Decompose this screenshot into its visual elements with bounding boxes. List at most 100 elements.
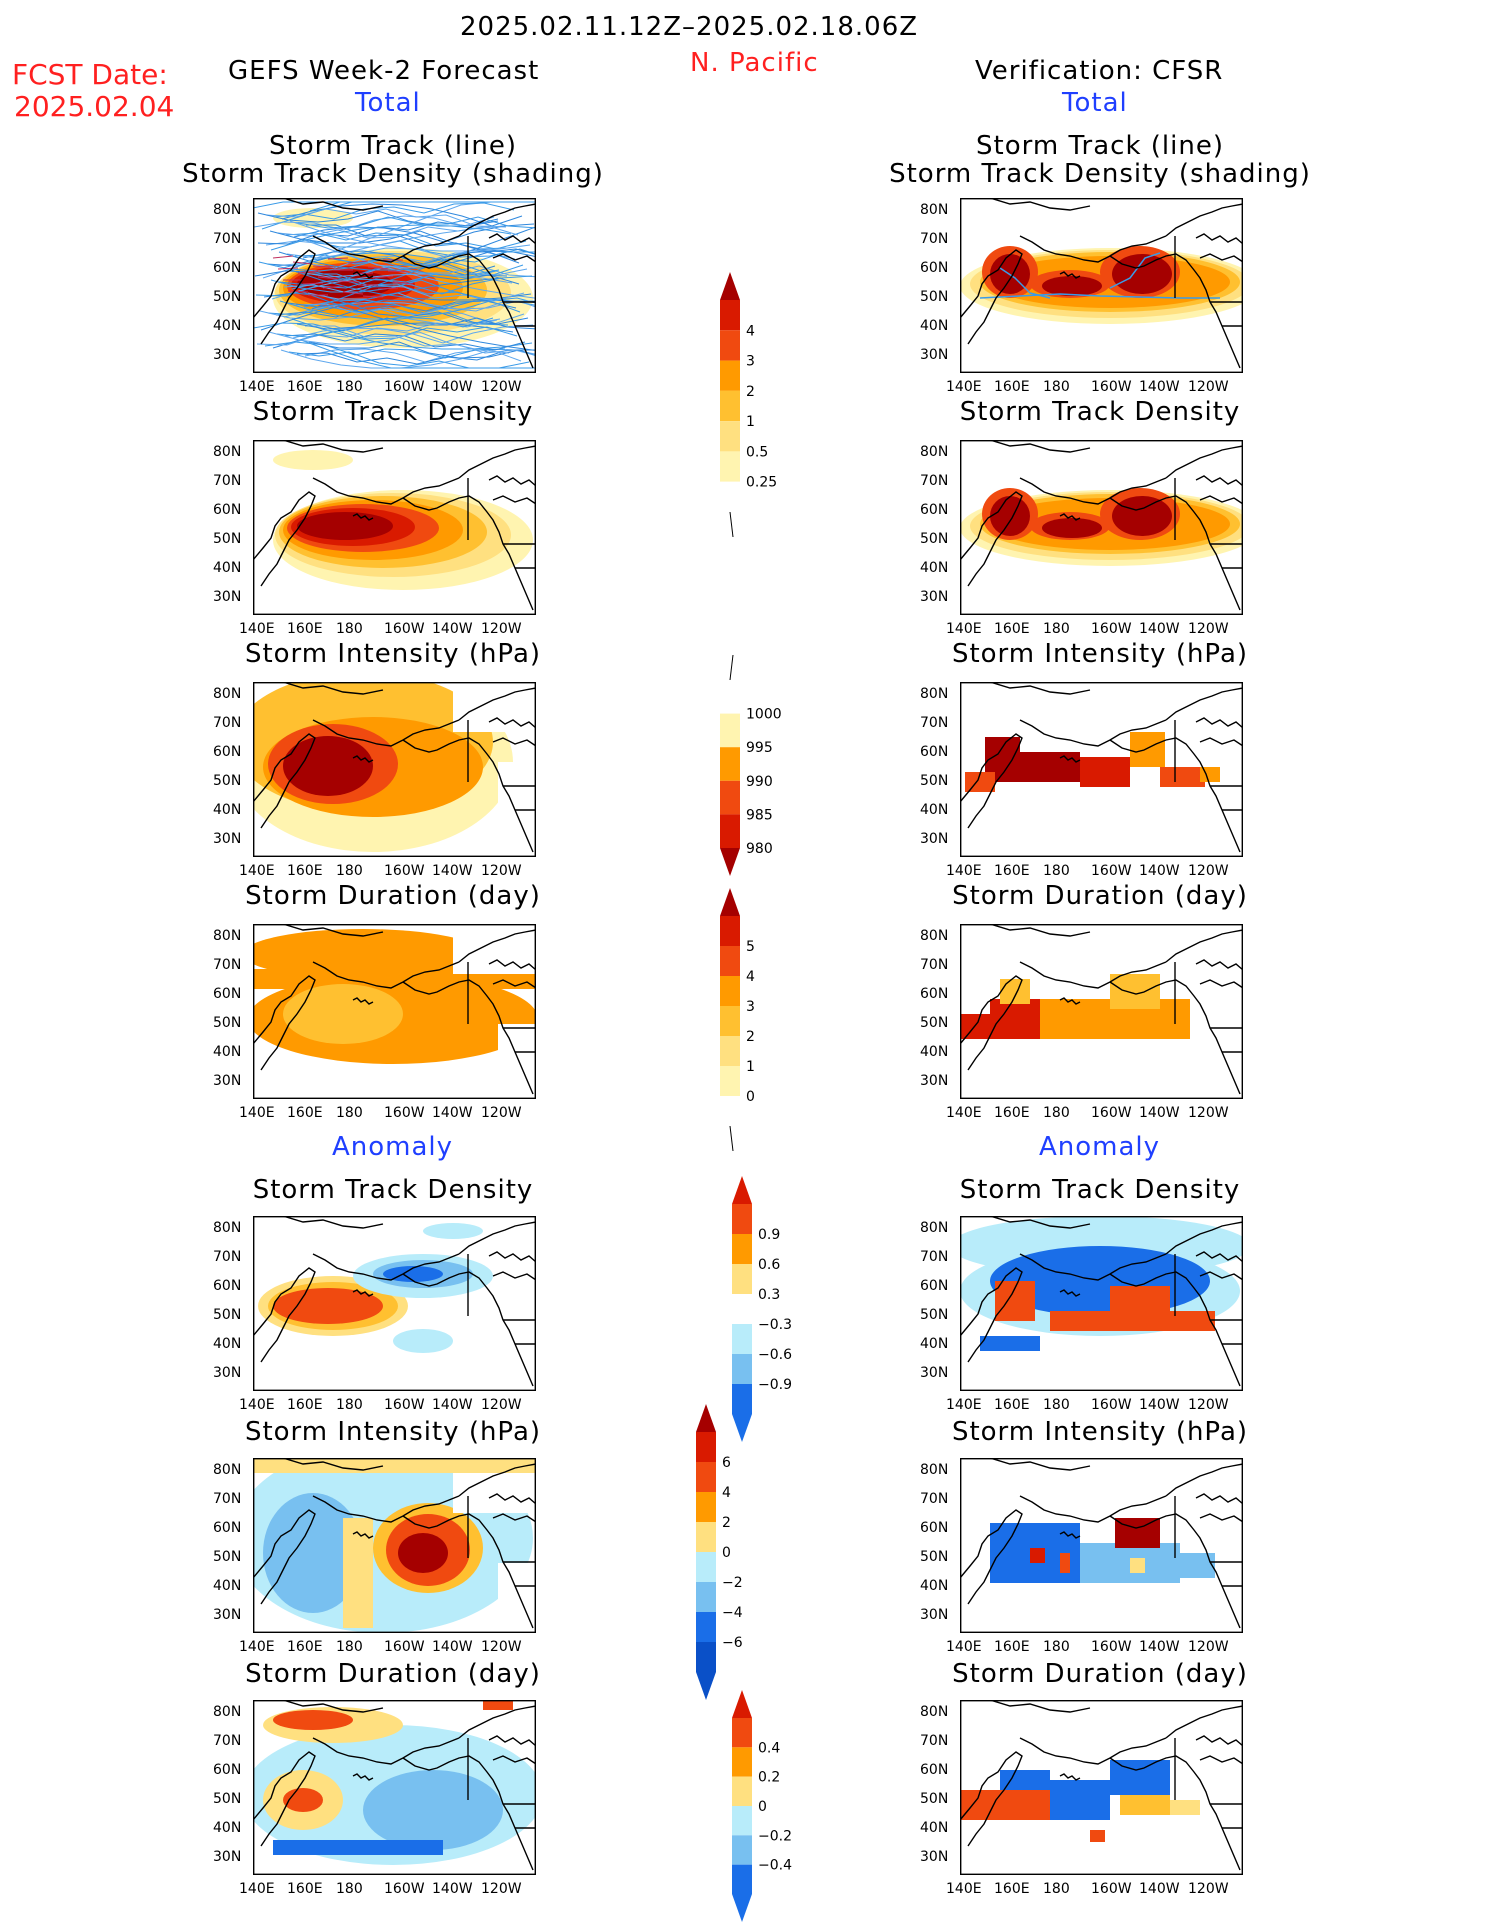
lat-label: 60N: [920, 986, 949, 1002]
colorbar-swatch: [732, 1384, 752, 1414]
storm-track-line: [309, 240, 536, 258]
right-duration-panel-plot: [960, 924, 1243, 1099]
lon-label: 120W: [481, 1639, 522, 1655]
storm-track-line: [278, 251, 520, 271]
shading-blob: [423, 1223, 483, 1239]
lat-label: 70N: [920, 957, 949, 973]
storm-track-line: [268, 331, 510, 354]
shading-cell: [253, 1064, 363, 1099]
lat-label: 60N: [213, 502, 242, 518]
lon-label: 120W: [481, 1105, 522, 1121]
colorbar-swatch: [720, 1006, 740, 1036]
shading-blob: [1112, 254, 1172, 294]
left-duration-title: Storm Duration (day): [245, 881, 541, 911]
colorbar-label: 0: [722, 1545, 731, 1561]
storm-track-line: [299, 290, 536, 351]
right-density-panel-plot: [960, 440, 1243, 615]
shading-cell: [1090, 1830, 1105, 1842]
colorbar-label: 3: [746, 999, 755, 1015]
storm-track-line: [347, 260, 369, 264]
lat-label: 70N: [213, 231, 242, 247]
colorbar-swatch: [720, 713, 740, 748]
shading-blob: [383, 1266, 443, 1282]
shading-cell: [1000, 979, 1030, 1004]
colorbar-intensity-total: 1000 995 990 985 980: [720, 654, 782, 876]
lat-label: 60N: [920, 744, 949, 760]
colorbar-label: 1: [746, 414, 755, 430]
lat-label: 70N: [920, 1249, 949, 1265]
colorbar-swatch: [720, 330, 740, 361]
shading-cell: [1110, 1286, 1170, 1331]
storm-track-line: [300, 339, 536, 369]
colorbar-label: 995: [746, 740, 773, 756]
lon-label: 120W: [481, 379, 522, 395]
colorbar-label: 0.25: [746, 475, 777, 491]
shading-cell: [1110, 1760, 1170, 1795]
lon-label: 160W: [384, 1397, 425, 1413]
shading-cell: [483, 1700, 513, 1710]
lon-label: 120W: [481, 1881, 522, 1897]
lon-label: 160E: [287, 621, 323, 637]
lon-label: 140E: [946, 863, 982, 879]
lon-label: 160W: [1091, 1881, 1132, 1897]
lon-label: 160E: [287, 1639, 323, 1655]
right-intensity-anom-panel-plot: [960, 1458, 1243, 1633]
shading-cell: [453, 1473, 536, 1513]
lat-label: 60N: [213, 1520, 242, 1536]
storm-track-line: [317, 276, 339, 280]
lon-label: 160W: [384, 379, 425, 395]
lon-label: 140E: [946, 1397, 982, 1413]
lat-label: 60N: [920, 1520, 949, 1536]
storm-track-line: [312, 265, 334, 268]
colorbar-swatch: [720, 976, 740, 1006]
shading-blob: [393, 1329, 453, 1353]
colorbar-swatch: [732, 1718, 752, 1748]
lat-label: 70N: [920, 473, 949, 489]
colorbar-swatch: [696, 1552, 716, 1582]
lat-label: 70N: [213, 473, 242, 489]
shading-cell: [273, 1840, 443, 1855]
left-duration-anom-panel: 80N 70N 60N 50N 40N 30N 140E 160E 180 160W 140W 120…: [203, 1700, 546, 1905]
colorbar-label: −0.2: [758, 1828, 792, 1844]
storm-track-line: [322, 285, 344, 289]
lat-label: 30N: [213, 589, 242, 605]
shading-blob: [283, 736, 373, 796]
lon-label: 180: [1043, 1105, 1070, 1121]
lat-label: 80N: [213, 1704, 242, 1720]
colorbar-label: 5: [746, 939, 755, 955]
colorbar-swatch: [732, 1835, 752, 1865]
lon-label: 180: [336, 621, 363, 637]
shading-blob: [283, 984, 403, 1044]
lat-label: 70N: [213, 1491, 242, 1507]
colorbar-swatch: [696, 1612, 716, 1642]
lon-label: 140E: [946, 1639, 982, 1655]
storm-track-line: [337, 280, 359, 283]
right-total-label: Total: [1062, 88, 1128, 118]
lon-label: 160W: [1091, 379, 1132, 395]
storm-track-line: [286, 253, 528, 276]
shading-cell: [960, 1790, 1050, 1820]
lat-label: 60N: [213, 744, 242, 760]
storm-track-line: [257, 210, 499, 227]
lat-label: 30N: [213, 831, 242, 847]
right-intensity-panel: 80N 70N 60N 50N 40N 30N 140E 160E 180 160W 140W 120…: [910, 682, 1253, 887]
storm-track-line: [269, 230, 511, 253]
colorbar-density-anom: 0.9 0.6 0.3 −0.3 −0.6 −0.9: [732, 1176, 792, 1442]
left-intensity-anom-panel-plot: [253, 1458, 536, 1633]
right-density-anom-title: Storm Track Density: [959, 1175, 1241, 1205]
lon-label: 120W: [1188, 863, 1229, 879]
colorbar-swatch: [696, 1642, 716, 1672]
lat-label: 70N: [213, 1733, 242, 1749]
shading-cell: [1030, 1548, 1045, 1563]
right-duration-anom-title: Storm Duration (day): [952, 1659, 1248, 1689]
shading-cell: [1120, 1795, 1170, 1815]
right-duration-anom-panel-plot: [960, 1700, 1243, 1875]
lon-label: 140W: [432, 379, 473, 395]
colorbar-label: 4: [746, 323, 755, 339]
colorbar-label: 2: [746, 384, 755, 400]
colorbar-arrow: [732, 1176, 752, 1204]
colorbar-label: 0.4: [758, 1740, 780, 1756]
storm-track-line: [979, 293, 1220, 299]
colorbar-swatch: [732, 1354, 752, 1384]
lon-label: 160E: [994, 621, 1030, 637]
